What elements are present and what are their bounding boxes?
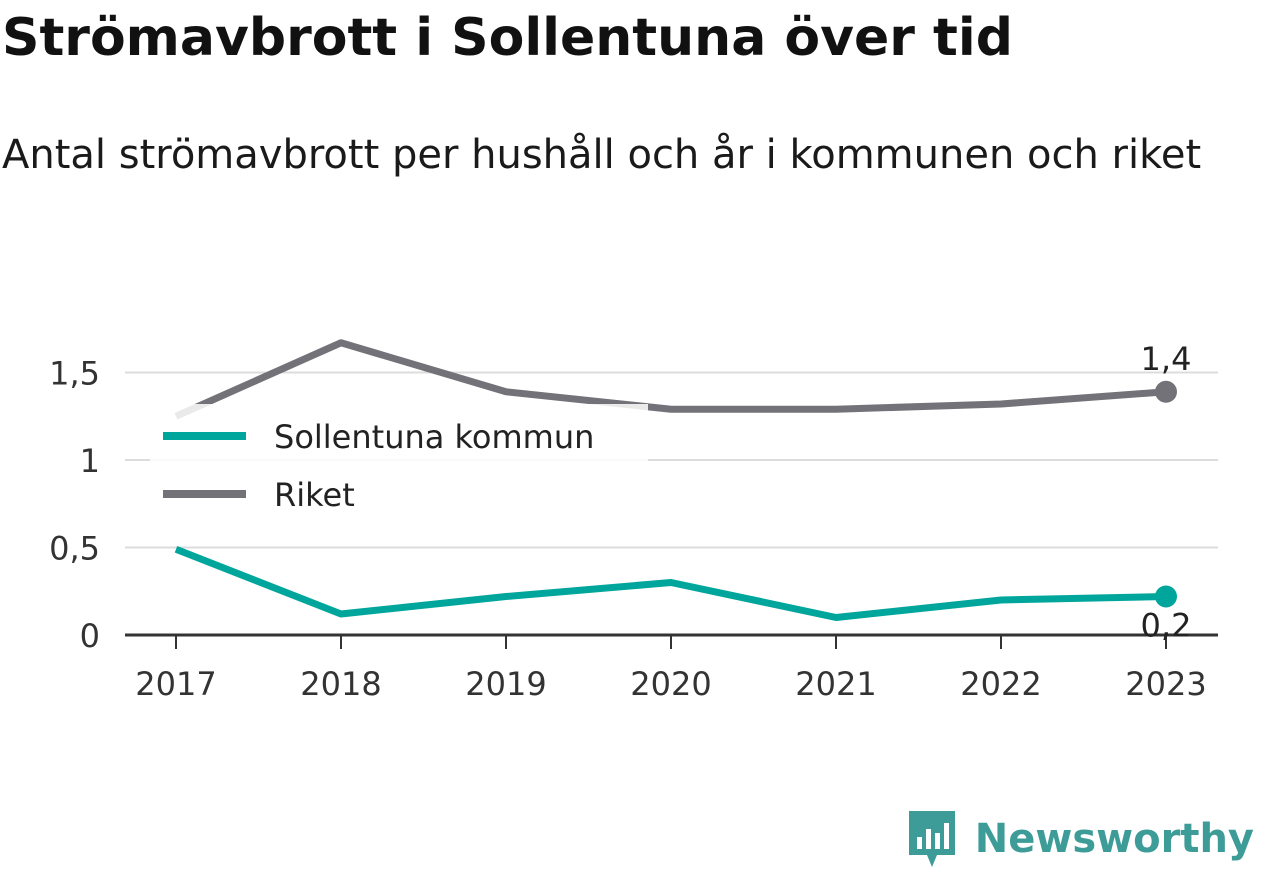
x-tick-label: 2019	[465, 665, 546, 703]
x-tick-label: 2017	[135, 665, 216, 703]
y-tick-label: 1	[80, 442, 100, 480]
x-tick-label: 2021	[795, 665, 876, 703]
newsworthy-logo-icon	[908, 811, 955, 867]
legend-label: Sollentuna kommun	[274, 418, 594, 456]
x-tick-label: 2018	[300, 665, 381, 703]
data-label-sollentuna: 0,2	[1141, 607, 1192, 645]
y-tick-label: 0,5	[49, 530, 100, 568]
end-labels: 1,4 0,2	[1141, 340, 1192, 645]
y-axis-tick-labels: 0 0,5 1 1,5	[49, 355, 100, 656]
chart-subtitle: Antal strömavbrott per hushåll och år i …	[2, 132, 1202, 178]
brand-name: Newsworthy	[974, 816, 1254, 862]
legend-label: Riket	[274, 476, 355, 514]
x-tick-label: 2022	[960, 665, 1041, 703]
chart-title: Strömavbrott i Sollentuna över tid	[2, 8, 1013, 68]
x-axis-tick-labels: 2017 2018 2019 2020 2021 2022 2023	[135, 635, 1207, 703]
brand-logo: Newsworthy	[907, 809, 1254, 869]
series-line-riket	[174, 339, 1167, 420]
series-lines	[174, 339, 1177, 621]
x-tick-label: 2023	[1125, 665, 1206, 703]
x-tick-label: 2020	[630, 665, 711, 703]
series-line-sollentuna	[174, 545, 1167, 621]
y-tick-label: 1,5	[49, 355, 100, 393]
end-point-sollentuna	[1155, 585, 1177, 608]
y-tick-label: 0	[80, 617, 100, 655]
data-label-riket: 1,4	[1141, 340, 1192, 378]
legend: Sollentuna kommun Riket	[150, 404, 648, 514]
end-point-riket	[1155, 380, 1177, 403]
